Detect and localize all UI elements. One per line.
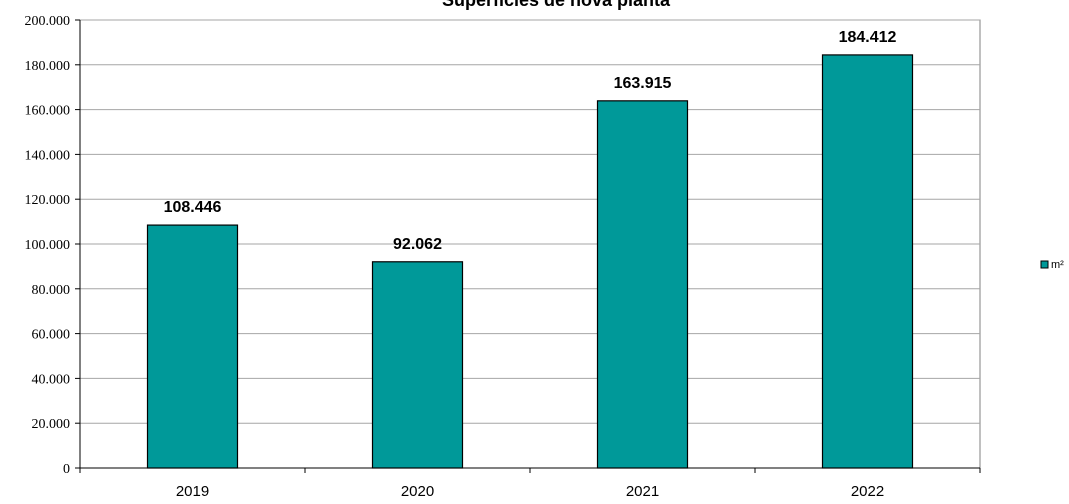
x-tick-label: 2022 (851, 483, 884, 499)
y-tick-label: 20.000 (32, 417, 71, 432)
data-label: 163.915 (614, 75, 672, 92)
x-tick-label: 2021 (626, 483, 659, 499)
y-tick-label: 120.000 (25, 193, 71, 208)
data-label: 184.412 (839, 29, 897, 46)
y-tick-label: 160.000 (25, 104, 71, 119)
bar (371, 261, 464, 469)
y-tick-label: 200.000 (25, 14, 71, 29)
axes: 0 20.000 40.000 60.000 80.000 100.000 120.000 1… (25, 14, 981, 500)
bar (821, 54, 914, 469)
data-label: 108.446 (164, 199, 222, 216)
legend: m² (1040, 259, 1064, 271)
legend-label: m² (1051, 259, 1064, 271)
data-label: 92.062 (393, 236, 442, 253)
x-tick-label: 2019 (176, 483, 209, 499)
y-tick-label: 100.000 (25, 238, 71, 253)
y-tick-label: 140.000 (25, 148, 71, 163)
y-tick-label: 180.000 (25, 59, 71, 74)
data-labels: 108.446 92.062 163.915 184.412 (164, 29, 897, 253)
legend-swatch (1040, 260, 1049, 269)
y-tick-label: 0 (63, 462, 70, 477)
chart-title: Superficies de nova planta (442, 0, 671, 10)
y-tick-label: 40.000 (32, 372, 71, 387)
x-tick-label: 2020 (401, 483, 434, 499)
y-tick-label: 60.000 (32, 328, 71, 343)
y-tick-label: 80.000 (32, 283, 71, 298)
bar (596, 100, 689, 469)
bar (146, 224, 239, 469)
